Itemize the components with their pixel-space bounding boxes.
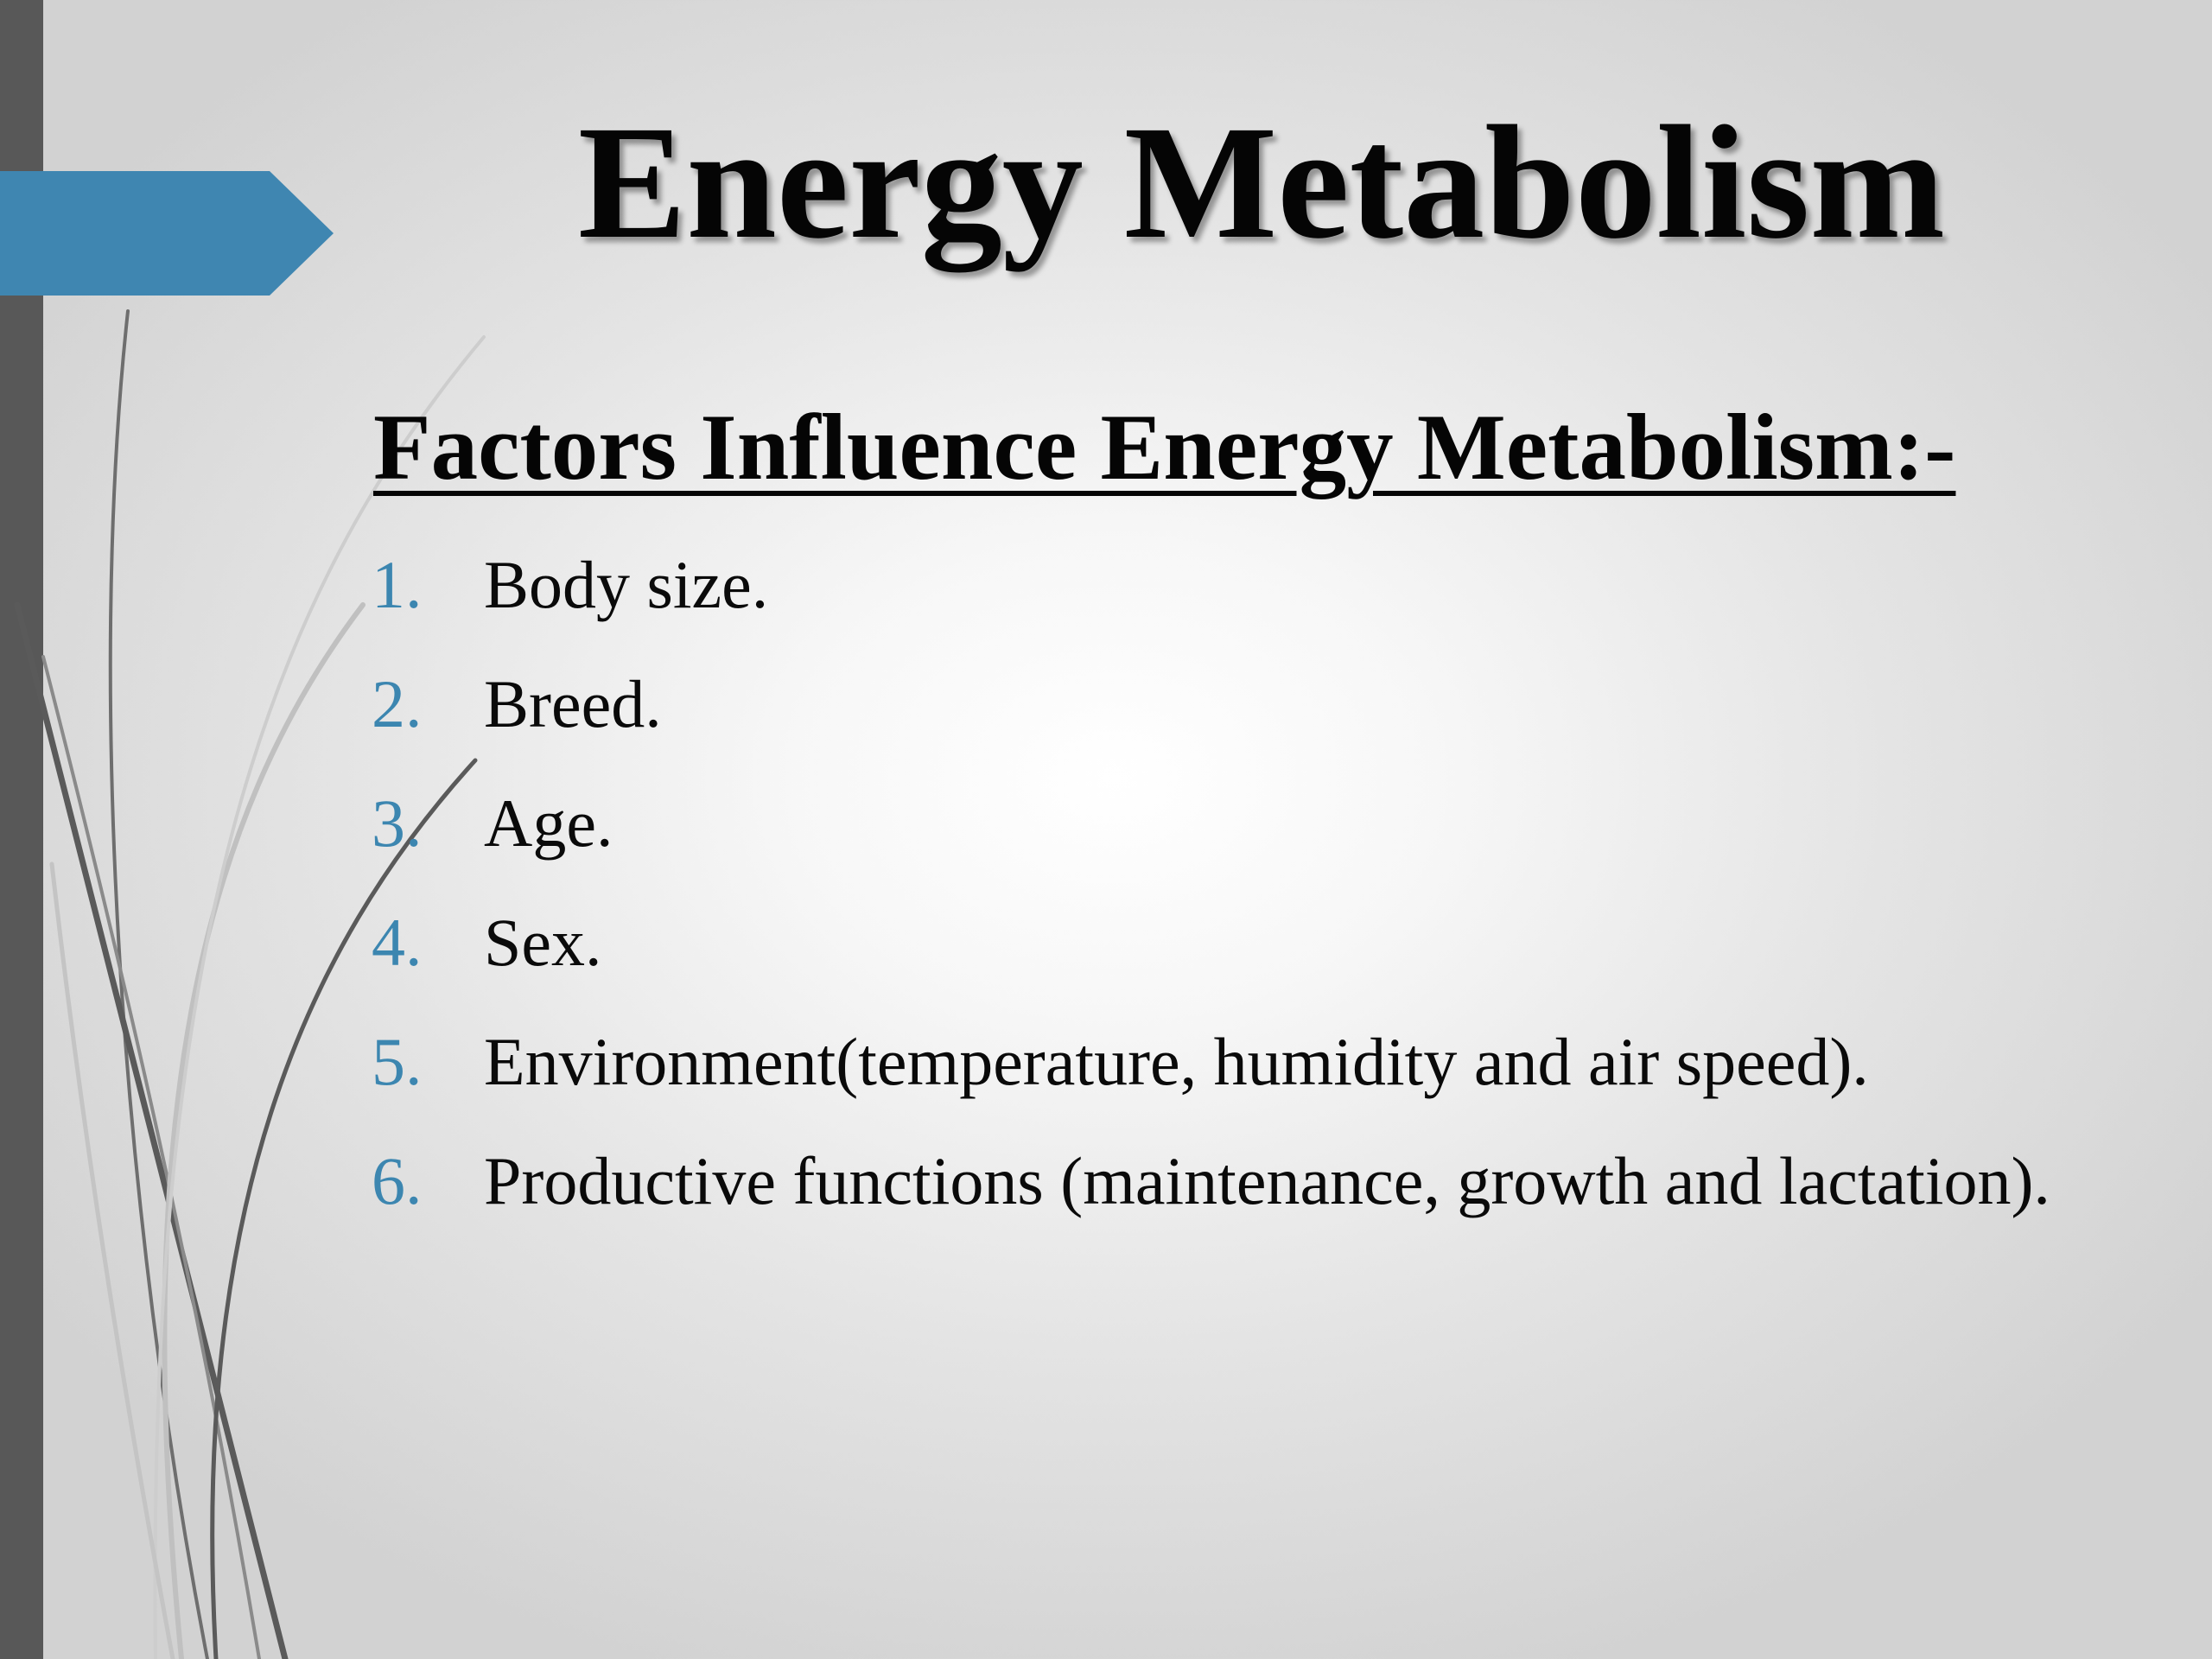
- list-item: 1. Body size.: [372, 540, 2056, 630]
- list-item-text: Body size.: [484, 547, 769, 622]
- list-number: 1.: [372, 547, 423, 622]
- section-subheading: Factors Influence Energy Metabolism:-: [373, 395, 1956, 499]
- curved-lines-decoration: [14, 309, 486, 1659]
- factor-list: 1. Body size. 2. Breed. 3. Age. 4. Sex. …: [372, 540, 2056, 1255]
- list-number: 5.: [372, 1024, 423, 1099]
- list-number: 4.: [372, 905, 423, 980]
- list-item-text: Breed.: [484, 666, 662, 741]
- slide-title: Energy Metabolism: [577, 92, 1946, 272]
- list-number: 3.: [372, 785, 423, 861]
- list-item: 6. Productive functions (maintenance, gr…: [372, 1136, 2056, 1226]
- list-item-text: Age.: [484, 785, 613, 861]
- list-item-text: Sex.: [484, 905, 602, 980]
- list-item: 3. Age.: [372, 779, 2056, 868]
- list-item-text: Environment(temperature, humidity and ai…: [484, 1024, 1869, 1099]
- list-item: 4. Sex.: [372, 898, 2056, 988]
- arrow-pennant-icon: [0, 171, 334, 296]
- list-item-text: Productive functions (maintenance, growt…: [484, 1143, 2050, 1218]
- list-item: 5. Environment(temperature, humidity and…: [372, 1017, 2056, 1107]
- list-number: 2.: [372, 666, 423, 741]
- list-item: 2. Breed.: [372, 659, 2056, 749]
- list-number: 6.: [372, 1143, 423, 1218]
